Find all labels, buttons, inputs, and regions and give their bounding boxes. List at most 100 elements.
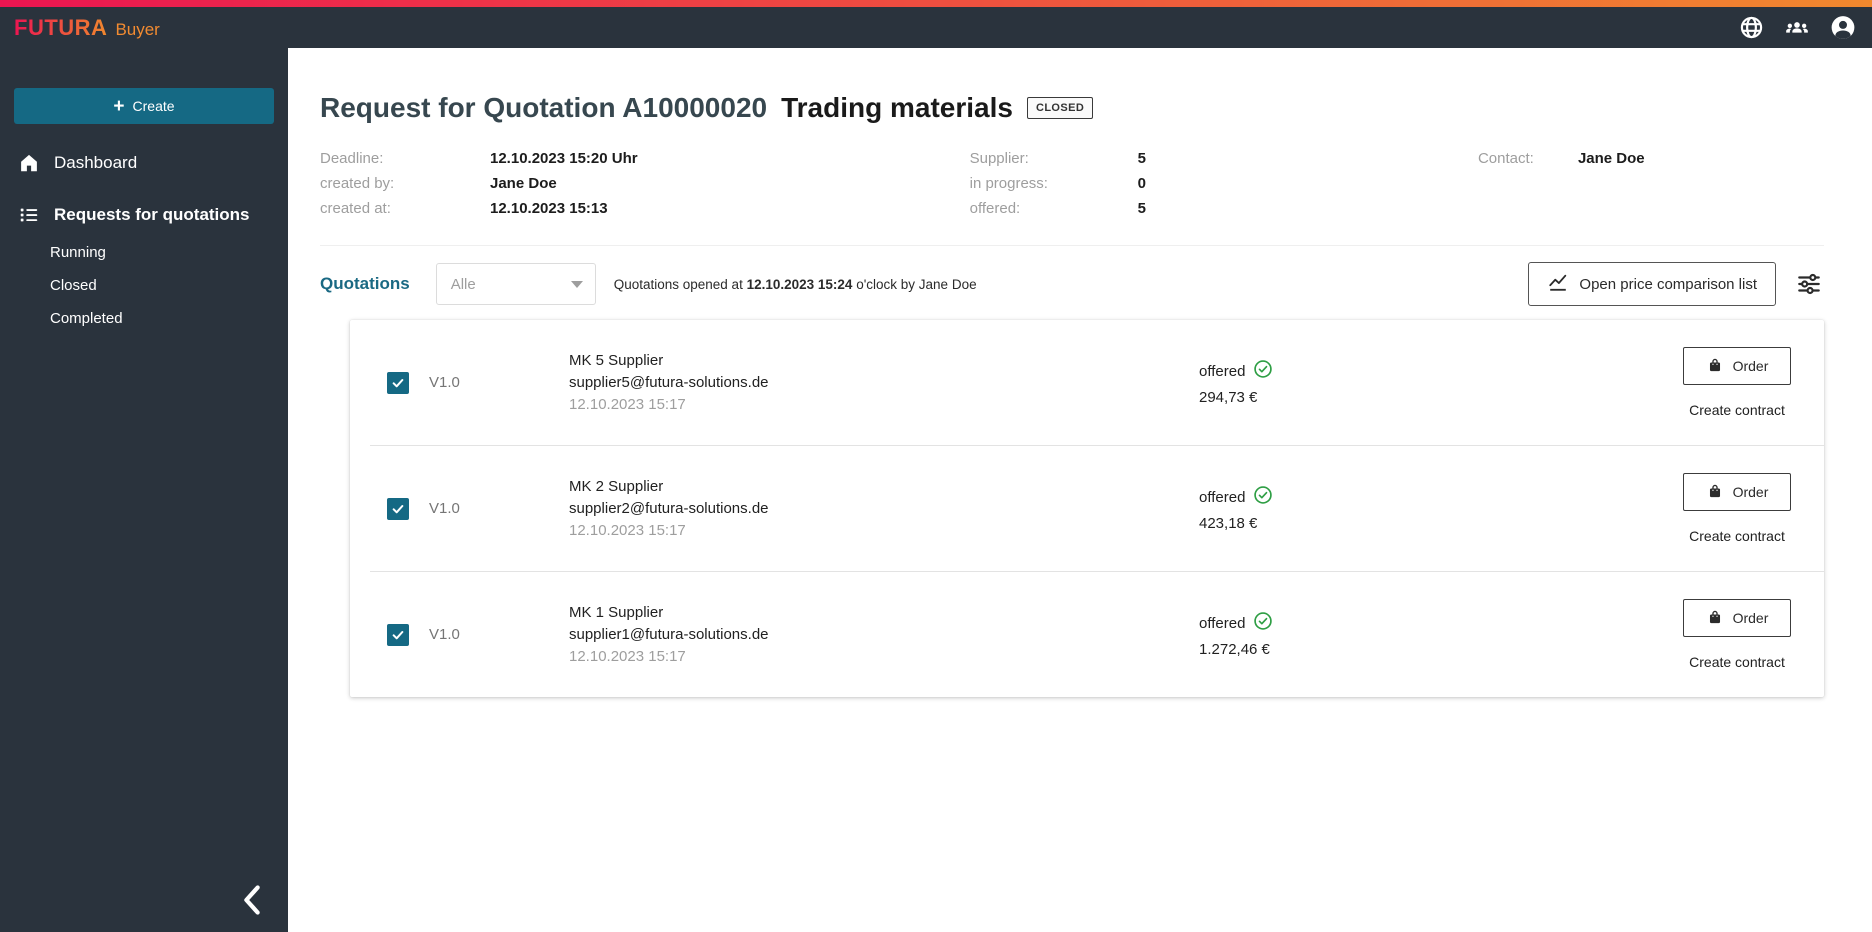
plus-icon: + [113,95,125,117]
order-button[interactable]: Order [1683,473,1791,511]
chevron-down-icon [570,280,583,288]
quotation-version: V1.0 [429,500,460,517]
meta-label: in progress: [969,175,1048,192]
sidebar-item-requests-for-quotations[interactable]: Requests for quotations [0,194,288,236]
opened-info-suffix: o'clock by Jane Doe [852,276,977,292]
chevron-left-icon [241,884,263,920]
create-button[interactable]: + Create [14,88,274,124]
sidebar-item-label: Dashboard [54,153,138,172]
quotations-card: V1.0 MK 5 Supplier supplier5@futura-solu… [350,320,1824,697]
sidebar-item-dashboard[interactable]: Dashboard [0,142,288,184]
shopping-bag-icon [1706,608,1724,629]
supplier-email: supplier2@futura-solutions.de [569,500,769,517]
meta-column-counts: Supplier: 5 in progress: 0 offered: 5 [970,150,1146,217]
quotation-price: 423,18 € [1199,515,1258,532]
quotation-price: 294,73 € [1199,389,1258,406]
create-contract-link[interactable]: Create contract [1689,528,1785,544]
quotation-date: 12.10.2023 15:17 [569,396,686,413]
quotation-row: V1.0 MK 2 Supplier supplier2@futura-solu… [350,446,1824,571]
meta-value: Jane Doe [490,175,557,192]
opened-info-datetime: 12.10.2023 15:24 [746,276,853,292]
quotation-row: V1.0 MK 1 Supplier supplier1@futura-solu… [350,572,1824,697]
brand-gradient-bar [0,0,1872,7]
row-divider [370,571,1824,572]
quotation-status: offered 294,73 € [1199,359,1359,406]
row-actions: Order Create contract [1674,473,1800,544]
meta-column-dates: Deadline: 12.10.2023 15:20 Uhr created by… [320,150,638,217]
meta-value: 12.10.2023 15:13 [490,200,608,217]
quotation-date: 12.10.2023 15:17 [569,648,686,665]
opened-info-prefix: Quotations opened at [613,276,747,292]
meta-column-contact: Contact: Jane Doe [1478,150,1645,217]
row-checkbox[interactable] [387,623,409,646]
quotation-price: 1.272,46 € [1199,641,1270,658]
status-label: offered [1199,362,1246,380]
meta-label: Supplier: [969,150,1029,167]
order-button[interactable]: Order [1683,347,1791,385]
row-checkbox[interactable] [387,371,409,394]
quotation-version: V1.0 [429,626,460,643]
sidebar-item-closed[interactable]: Closed [50,277,97,294]
status-label: offered [1199,488,1246,506]
filter-tune-icon[interactable] [1794,269,1824,299]
create-contract-link[interactable]: Create contract [1689,654,1785,670]
logo-brand: FUTURA [14,14,108,40]
row-actions: Order Create contract [1674,599,1800,670]
sidebar-item-completed[interactable]: Completed [50,310,123,327]
quotations-heading: Quotations [320,274,410,293]
sidebar-item-running[interactable]: Running [50,244,106,261]
supplier-email: supplier5@futura-solutions.de [569,374,769,391]
meta-value: 5 [1137,150,1146,167]
create-contract-link[interactable]: Create contract [1689,402,1785,418]
meta-value: 12.10.2023 15:20 Uhr [490,150,638,167]
status-badge: CLOSED [1026,97,1094,119]
sidebar-nav: Dashboard Requests for quotations Runnin… [0,142,288,335]
create-button-label: Create [132,98,175,114]
status-label: offered [1199,614,1246,632]
meta-label: Contact: [1477,150,1534,167]
page-title-name: Trading materials [781,92,1013,123]
open-price-comparison-label: Open price comparison list [1579,275,1757,293]
shopping-bag-icon [1706,356,1724,377]
check-circle-icon [1253,359,1273,383]
meta-label: created by: [320,175,395,192]
shopping-bag-icon [1706,482,1724,503]
rfq-meta: Deadline: 12.10.2023 15:20 Uhr created by… [320,150,1824,217]
meta-value: 0 [1137,175,1146,192]
filter-selected-value: Alle [450,275,476,293]
supplier-name: MK 1 Supplier [569,604,664,621]
header-icons [1738,15,1856,41]
home-icon [18,152,40,174]
meta-label: Deadline: [320,150,384,167]
open-price-comparison-button[interactable]: Open price comparison list [1528,262,1776,306]
meta-value: Jane Doe [1577,150,1645,167]
supplier-name: MK 5 Supplier [569,352,664,369]
row-checkbox[interactable] [387,497,409,520]
sidebar-item-label: Requests for quotations [54,205,250,224]
top-header: FUTURA Buyer [0,7,1872,48]
quotations-actions: Open price comparison list [1528,262,1824,306]
quotations-filter-select[interactable]: Alle [435,263,596,305]
row-divider [370,445,1824,446]
supplier-email: supplier1@futura-solutions.de [569,626,769,643]
supplier-info: MK 2 Supplier supplier2@futura-solutions… [569,478,909,539]
user-groups-icon[interactable] [1784,15,1810,41]
quotation-version: V1.0 [429,374,460,391]
line-chart-icon [1547,271,1569,297]
supplier-name: MK 2 Supplier [569,478,664,495]
logo-product: Buyer [115,19,160,39]
globe-icon[interactable] [1738,15,1764,41]
quotation-status: offered 1.272,46 € [1199,611,1359,658]
page-title-prefix: Request for Quotation A10000020 [320,92,768,123]
meta-value: 5 [1137,200,1146,217]
check-circle-icon [1253,485,1273,509]
sidebar: + Create Dashboard Requests for quotatio… [0,48,288,932]
meta-label: offered: [969,200,1021,217]
order-button[interactable]: Order [1683,599,1791,637]
sidebar-collapse-button[interactable] [232,882,272,922]
quotations-toolbar: Quotations Alle Quotations opened at 12.… [320,262,1824,306]
account-circle-icon[interactable] [1830,15,1856,41]
quotation-date: 12.10.2023 15:17 [569,522,686,539]
supplier-info: MK 5 Supplier supplier5@futura-solutions… [569,352,909,413]
